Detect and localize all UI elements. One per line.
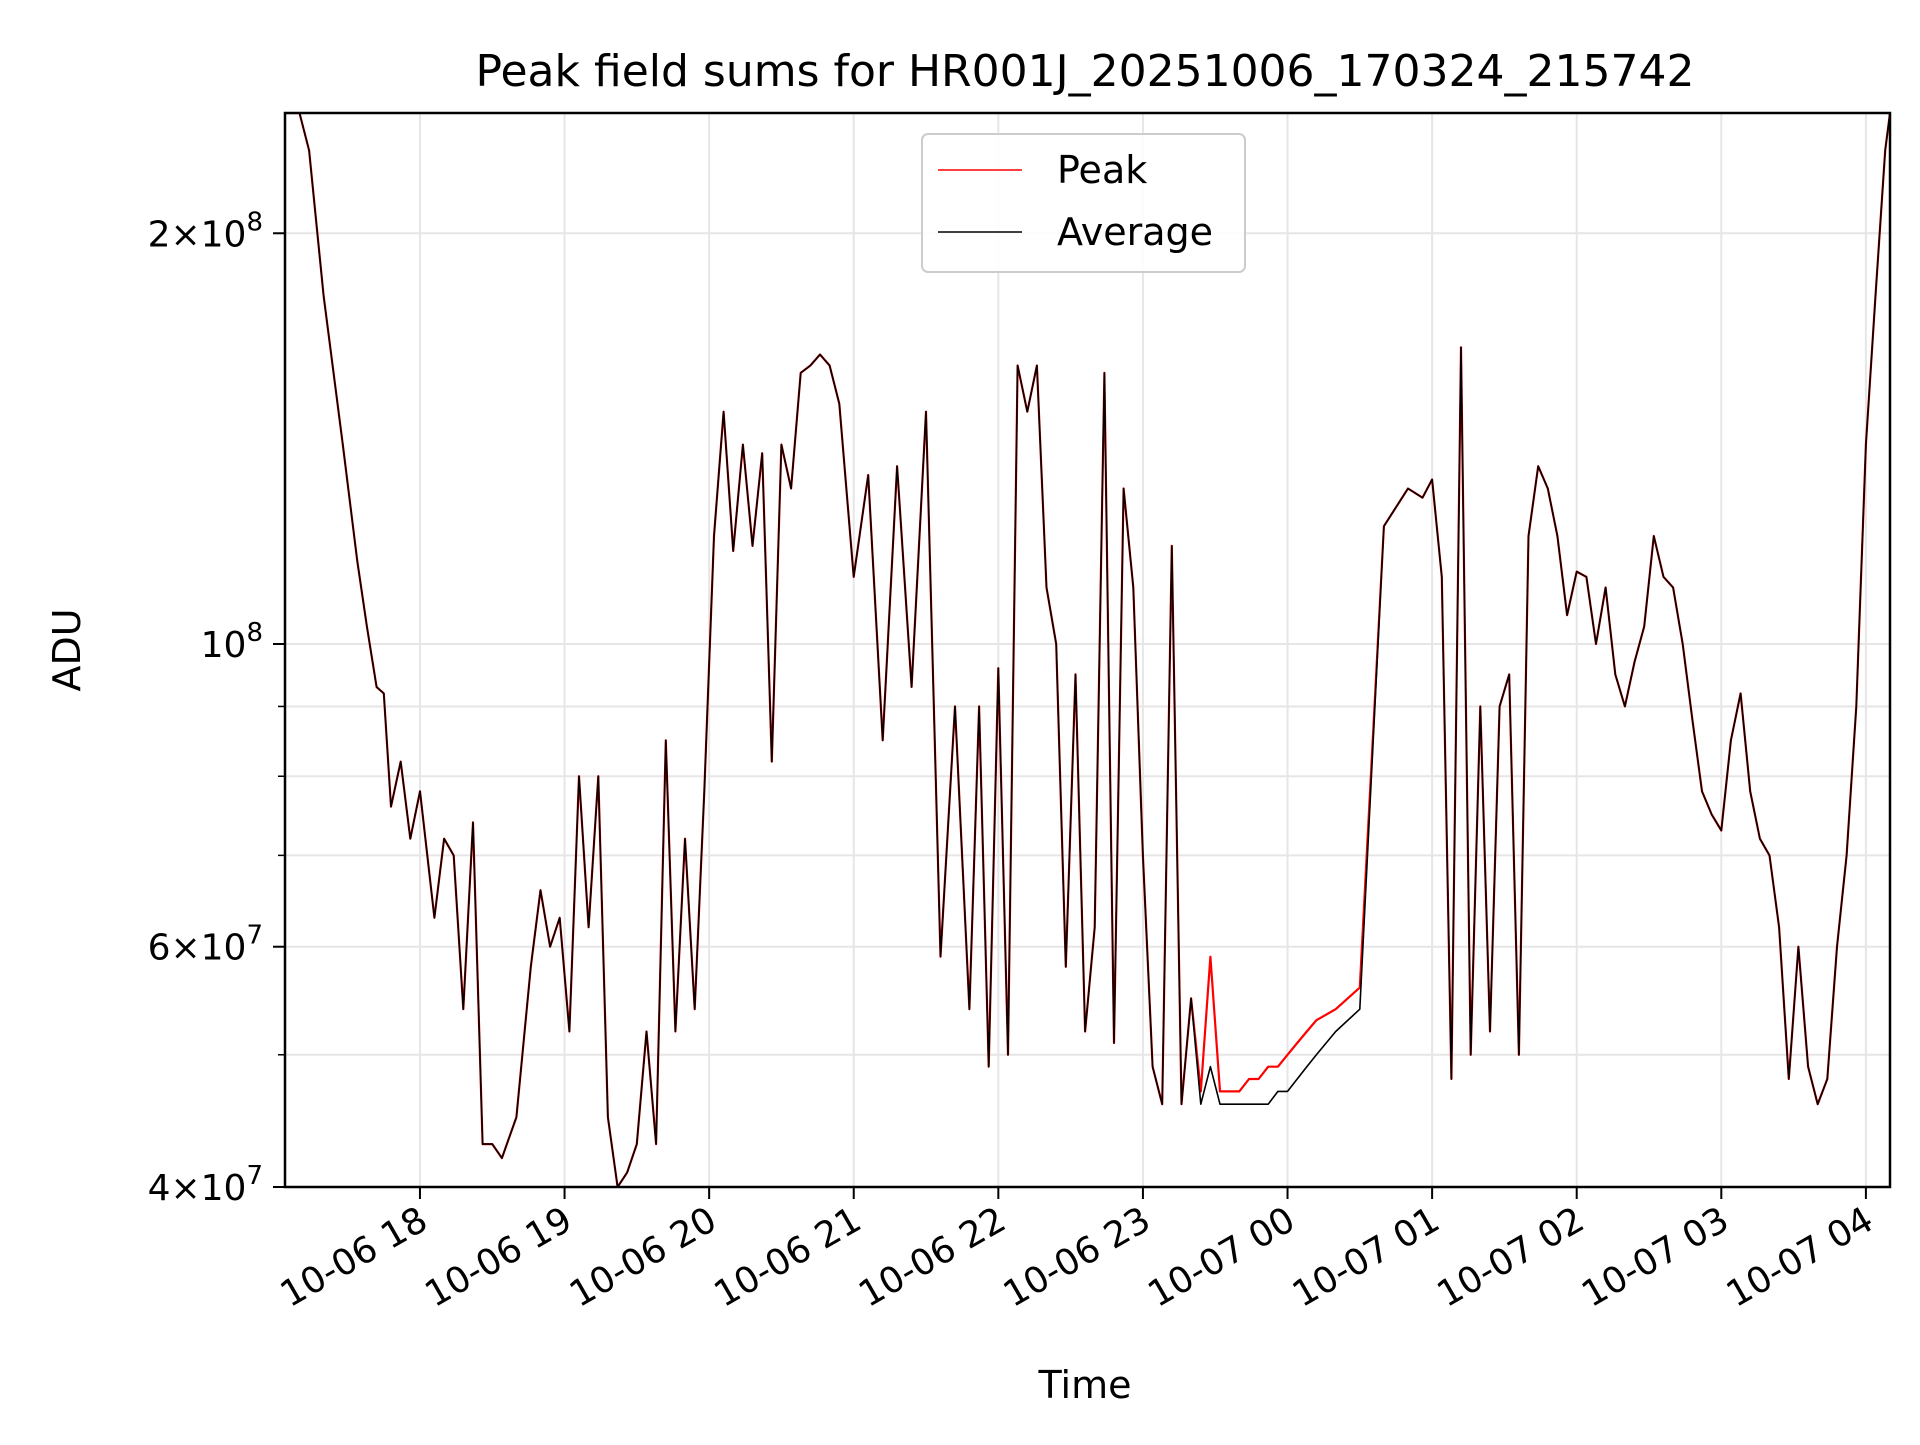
- legend-label-average: Average: [1057, 210, 1213, 254]
- x-axis-label: Time: [1038, 1363, 1132, 1407]
- y-tick-label: 2×108: [148, 207, 263, 255]
- x-tick-label: 10-06 19: [418, 1199, 579, 1315]
- x-tick-label: 10-06 22: [852, 1199, 1013, 1315]
- x-tick-label: 10-06 23: [997, 1199, 1158, 1315]
- y-tick-label: 108: [201, 618, 263, 666]
- x-tick-label: 10-07 02: [1431, 1199, 1592, 1315]
- x-tick-label: 10-06 21: [708, 1199, 869, 1315]
- x-tick-label: 10-07 03: [1575, 1199, 1736, 1315]
- legend-label-peak: Peak: [1057, 148, 1147, 192]
- series-line-average: [285, 113, 1890, 1187]
- x-tick-label: 10-07 01: [1286, 1199, 1447, 1315]
- y-tick-label: 6×107: [148, 921, 263, 969]
- plot-frame: [283, 111, 1892, 1189]
- x-tick-label: 10-07 00: [1141, 1199, 1302, 1315]
- legend-box: [921, 133, 1246, 273]
- series-layer: [285, 113, 1890, 1187]
- x-tick-label: 10-06 18: [274, 1199, 435, 1315]
- y-axis: 4×107 6×107 108 2×108: [148, 207, 285, 1209]
- x-tick-label: 10-06 20: [563, 1199, 724, 1315]
- y-axis-label: ADU: [45, 608, 89, 691]
- legend: Peak Average: [921, 133, 1246, 273]
- y-tick-label: 4×107: [148, 1161, 263, 1209]
- x-tick-label: 10-07 04: [1720, 1199, 1881, 1315]
- chart-title: Peak field sums for HR001J_20251006_1703…: [476, 46, 1695, 97]
- grid-layer: [285, 113, 1890, 1188]
